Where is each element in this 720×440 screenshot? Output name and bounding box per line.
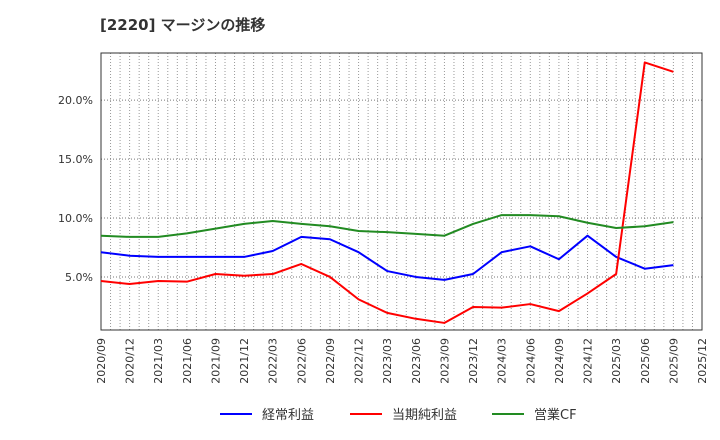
y-tick-label: 10.0% <box>58 212 93 225</box>
x-tick-label: 2023/06 <box>410 338 423 384</box>
x-tick-label: 2022/06 <box>295 338 308 384</box>
x-tick-label: 2024/03 <box>496 338 509 384</box>
y-tick-label: 5.0% <box>65 271 93 284</box>
x-tick-label: 2022/12 <box>353 338 366 384</box>
legend-label: 当期純利益 <box>392 408 457 423</box>
x-tick-label: 2021/03 <box>152 338 165 384</box>
x-tick-label: 2022/03 <box>267 338 280 384</box>
x-tick-label: 2025/03 <box>610 338 623 384</box>
chart-title: [2220] マージンの推移 <box>100 16 266 34</box>
x-tick-label: 2025/06 <box>639 338 652 384</box>
x-tick-label: 2020/12 <box>124 338 137 384</box>
x-tick-label: 2025/12 <box>696 338 709 384</box>
x-tick-label: 2024/12 <box>582 338 595 384</box>
x-tick-label: 2021/06 <box>181 338 194 384</box>
plot-frame <box>100 52 703 331</box>
y-tick-label: 20.0% <box>58 94 93 107</box>
series-line-当期純利益 <box>100 61 674 324</box>
x-tick-label: 2024/09 <box>553 338 566 384</box>
y-tick-label: 15.0% <box>58 153 93 166</box>
legend-label: 経常利益 <box>262 408 314 423</box>
x-tick-label: 2025/09 <box>667 338 680 384</box>
series-line-経常利益 <box>100 234 674 281</box>
x-tick-label: 2024/06 <box>524 338 537 384</box>
x-tick-label: 2021/09 <box>209 338 222 384</box>
series-line-営業CF <box>100 214 674 238</box>
x-tick-label: 2022/09 <box>324 338 337 384</box>
x-tick-label: 2021/12 <box>238 338 251 384</box>
x-tick-label: 2023/03 <box>381 338 394 384</box>
x-tick-label: 2020/09 <box>95 338 108 384</box>
x-tick-label: 2023/12 <box>467 338 480 384</box>
legend-label: 営業CF <box>534 407 577 423</box>
x-tick-label: 2023/09 <box>438 338 451 384</box>
